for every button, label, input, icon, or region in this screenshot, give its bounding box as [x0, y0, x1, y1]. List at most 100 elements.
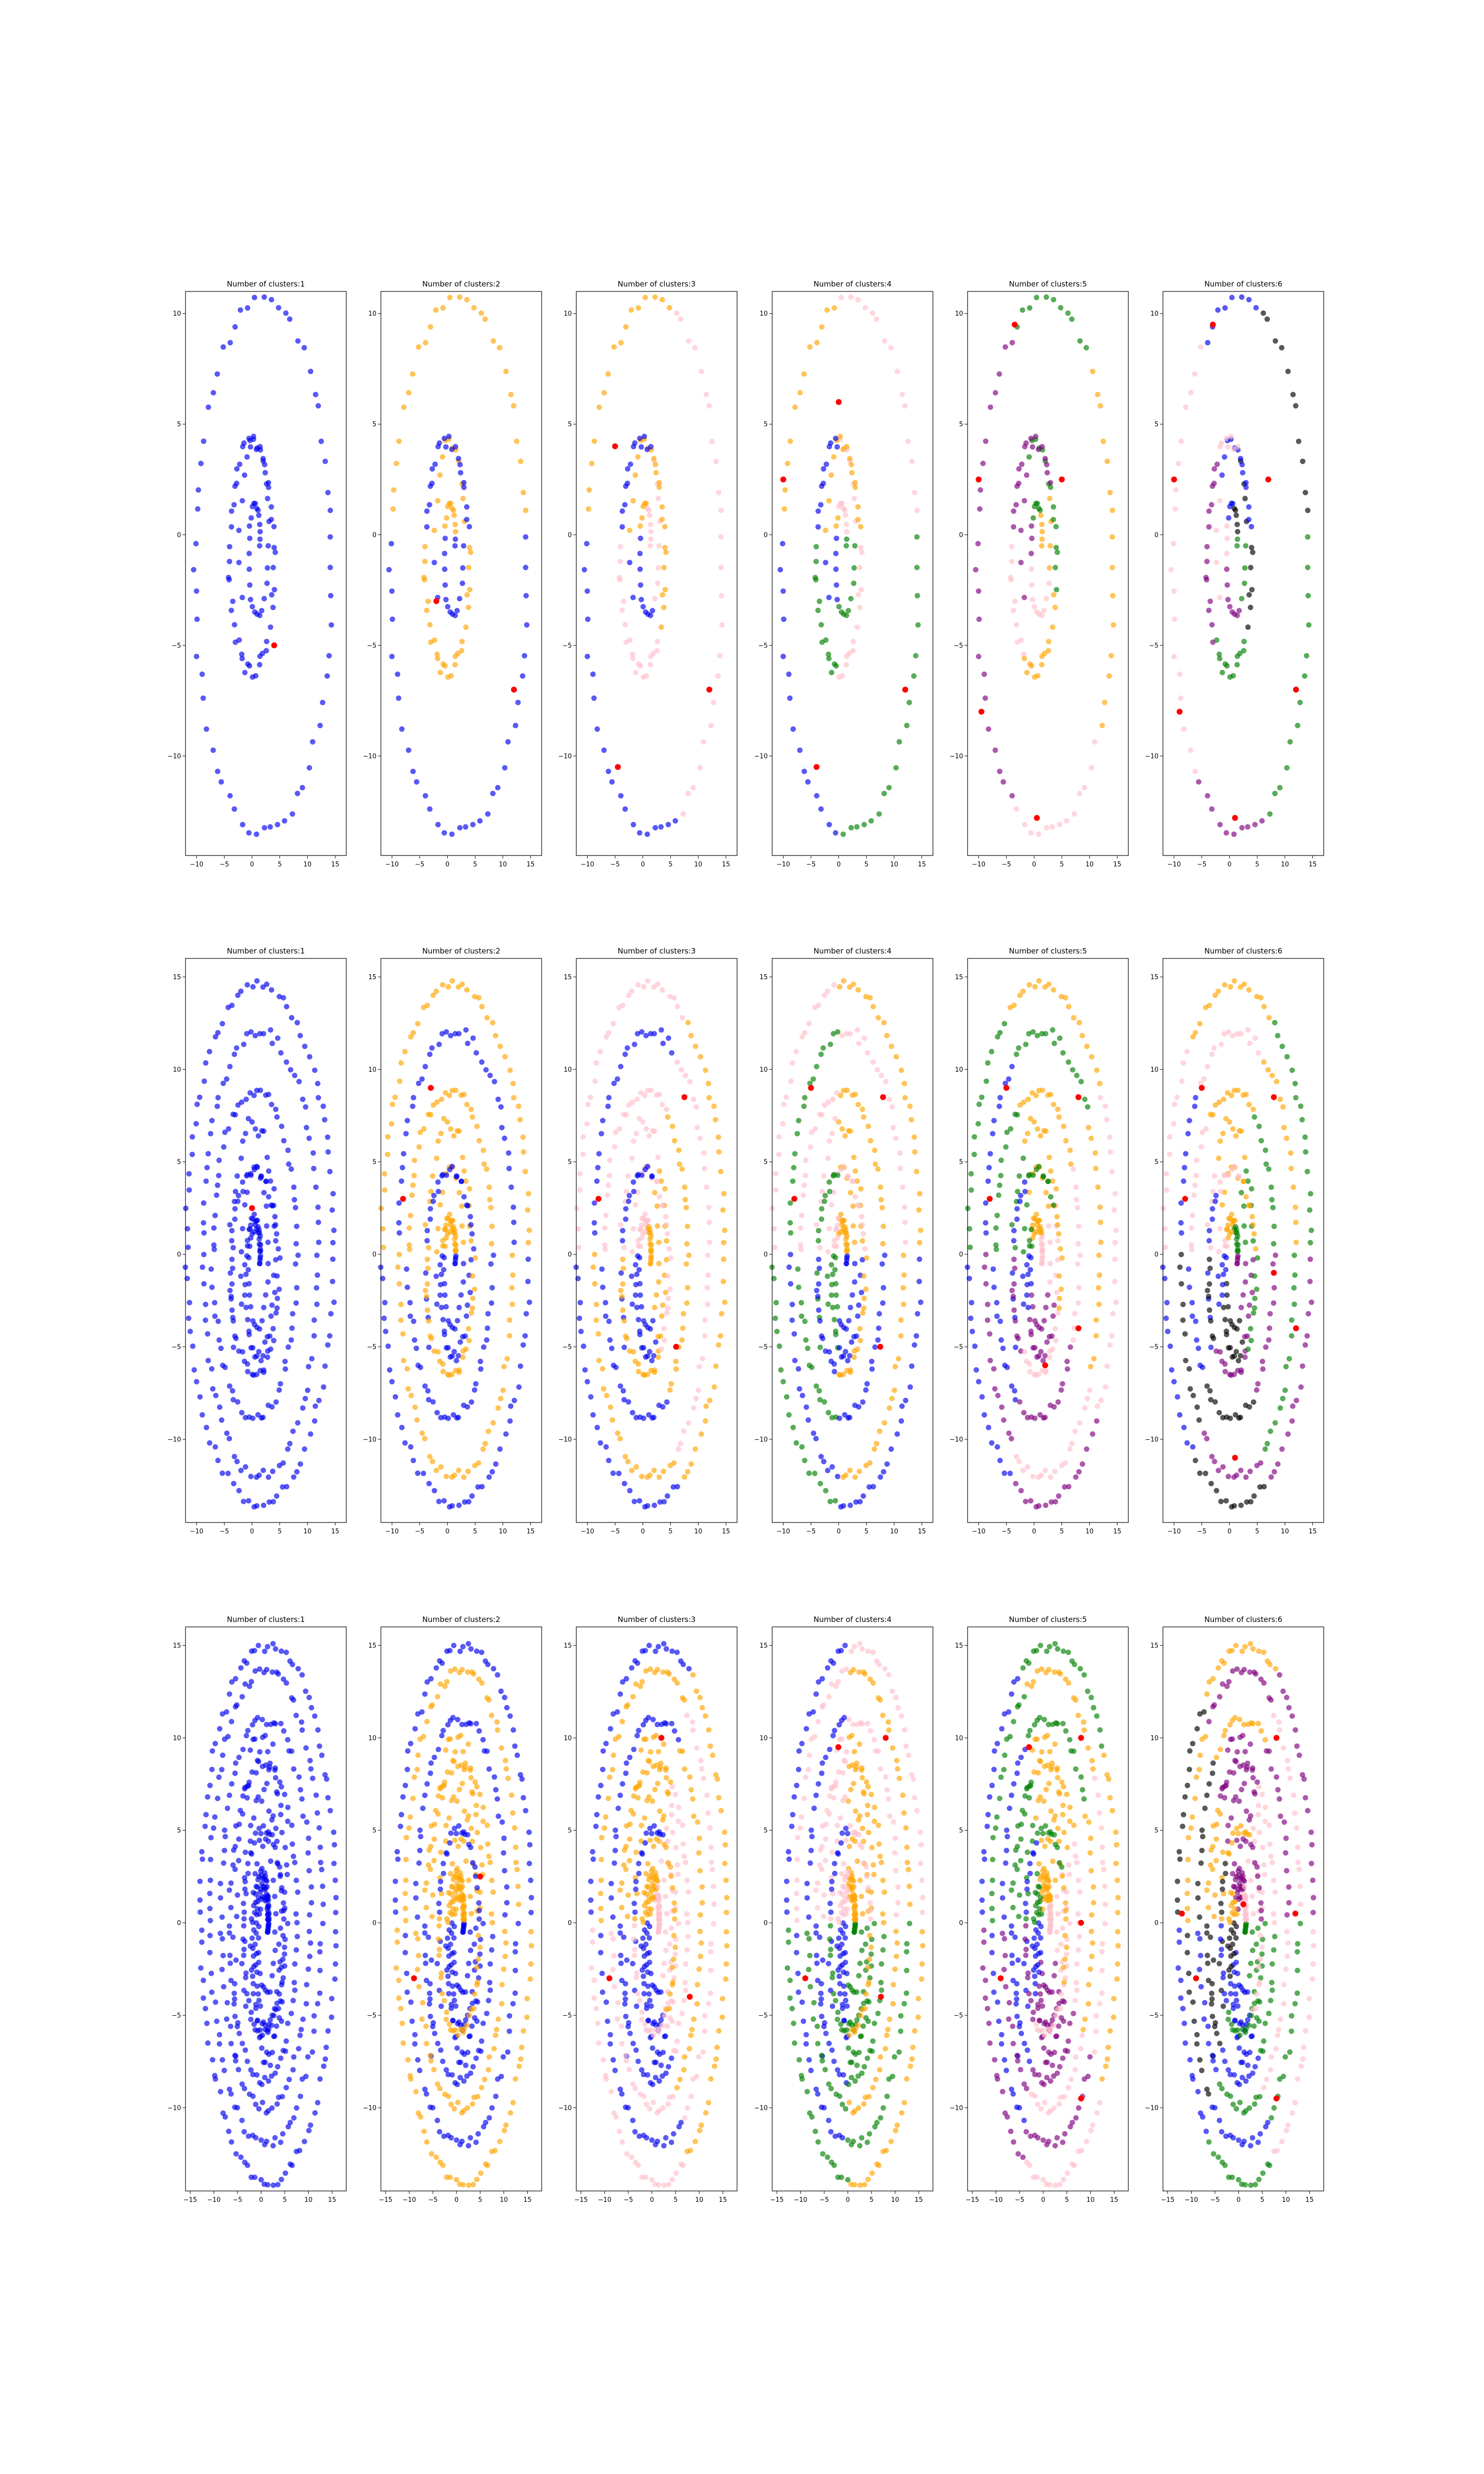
data-point [653, 1339, 659, 1345]
data-point [511, 1095, 517, 1101]
data-point [212, 1313, 218, 1319]
data-point [315, 2000, 321, 2006]
data-point [1222, 305, 1228, 311]
data-point [642, 294, 648, 300]
data-point [667, 1286, 673, 1292]
data-point [1254, 994, 1260, 999]
axes-frame [772, 958, 933, 1523]
data-point [812, 1126, 818, 1132]
data-point [424, 508, 430, 514]
data-point [265, 1644, 271, 1650]
data-point [427, 2052, 433, 2058]
y-tick-label: −10 [168, 2104, 181, 2112]
y-tick-label: 5 [959, 1159, 963, 1166]
data-point [1248, 1326, 1253, 1332]
data-point [275, 2064, 280, 2070]
data-point [1292, 1081, 1298, 1087]
data-point [661, 1326, 667, 1332]
data-point [979, 1394, 985, 1400]
data-point [507, 1713, 513, 1719]
data-point [279, 1830, 285, 1836]
data-point [201, 1200, 207, 1206]
data-points [392, 1641, 534, 2188]
data-point [281, 1138, 287, 1143]
data-point [831, 454, 836, 460]
data-point [600, 1285, 606, 1290]
data-point [459, 981, 465, 987]
data-point [410, 1030, 416, 1036]
data-point [508, 1403, 513, 1409]
data-point [799, 1212, 805, 1218]
data-point [469, 1839, 475, 1845]
data-point [1016, 1045, 1021, 1051]
data-point [271, 2182, 277, 2188]
data-point [645, 1088, 650, 1094]
data-point [239, 2081, 245, 2087]
data-point [465, 1469, 471, 1475]
data-point [504, 1705, 510, 1711]
data-point [273, 1222, 278, 1228]
data-point [1163, 1315, 1169, 1321]
data-point [603, 1300, 608, 1306]
data-point [1040, 1173, 1046, 1179]
data-point [186, 1315, 191, 1321]
data-point [244, 1361, 250, 1367]
data-point [232, 1996, 237, 2002]
data-point [193, 588, 199, 594]
data-point [249, 1851, 255, 1857]
data-point [643, 1126, 649, 1132]
data-point [422, 1383, 428, 1389]
data-point [456, 456, 462, 462]
data-point [280, 1956, 286, 1962]
x-tick-label: −10 [972, 1528, 985, 1535]
data-point [1045, 1292, 1051, 1298]
data-point [913, 653, 919, 659]
x-tick-label: 15 [331, 1528, 339, 1535]
data-point [485, 2162, 491, 2168]
y-tick-label: −10 [950, 753, 963, 760]
data-point [452, 1825, 458, 1831]
data-point [702, 1317, 708, 1323]
data-point [847, 1415, 853, 1421]
data-point [610, 1470, 616, 1476]
data-point [465, 2142, 471, 2148]
data-point [1265, 1067, 1271, 1073]
data-point [461, 2078, 467, 2084]
data-point [279, 1484, 285, 1490]
data-point [637, 523, 643, 529]
data-point [461, 1261, 466, 1267]
data-point [263, 1179, 269, 1185]
data-point [685, 791, 691, 797]
data-point [817, 1397, 823, 1403]
data-point [647, 1935, 652, 1941]
data-point [870, 1484, 876, 1490]
data-point [661, 1337, 667, 1343]
y-tick-label: 0 [372, 1920, 376, 1927]
data-point [981, 671, 987, 677]
data-point [221, 1860, 227, 1866]
data-points [1168, 294, 1312, 837]
data-point [440, 1728, 446, 1734]
data-point [842, 512, 848, 518]
data-point [1246, 1313, 1252, 1319]
data-point [802, 1318, 808, 1324]
y-tick-label: −5 [367, 642, 376, 650]
data-point [401, 404, 407, 410]
data-point [1253, 305, 1259, 311]
data-point [306, 1695, 312, 1701]
data-point [1210, 1335, 1216, 1341]
data-point [627, 637, 633, 643]
data-point [854, 1027, 860, 1033]
x-tick-label: 15 [328, 2196, 336, 2204]
data-point [1073, 1474, 1079, 1480]
data-point [252, 1033, 258, 1039]
data-point [399, 1178, 405, 1184]
data-point [390, 506, 396, 512]
data-point [419, 1999, 425, 2005]
data-point [1304, 1169, 1310, 1175]
data-point [185, 1276, 190, 1282]
data-point [312, 1713, 318, 1719]
data-point [656, 543, 662, 549]
data-point [332, 1961, 338, 1967]
data-point [245, 1267, 251, 1273]
